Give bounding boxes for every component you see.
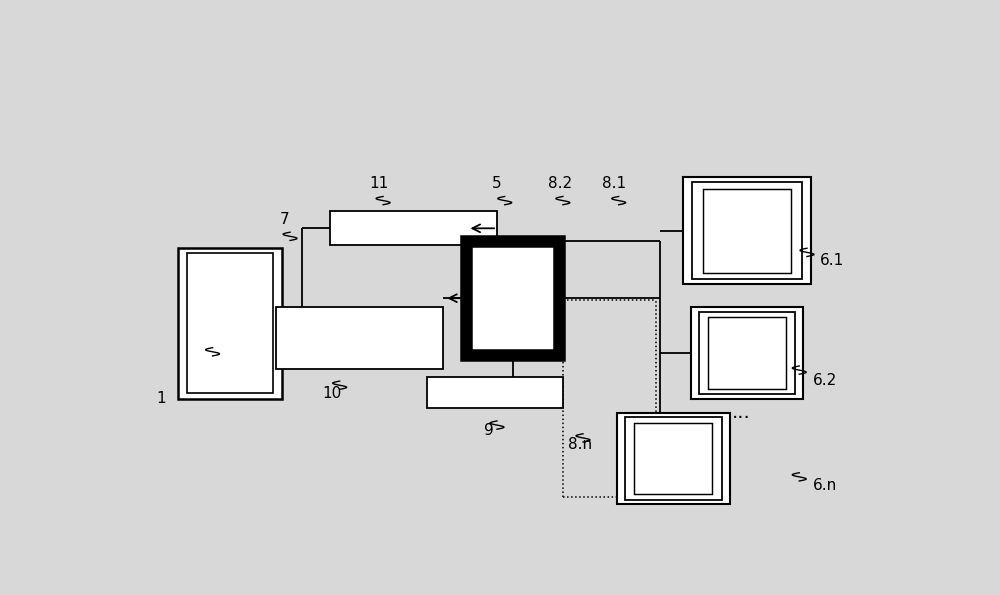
Bar [625, 417, 722, 500]
Bar [708, 317, 786, 389]
Bar [330, 211, 497, 246]
Text: 5: 5 [492, 176, 501, 190]
Bar [187, 253, 273, 393]
Text: 1: 1 [156, 391, 166, 406]
Text: 6.n: 6.n [812, 478, 837, 493]
Bar [178, 248, 282, 399]
Bar [703, 189, 791, 273]
Text: ...: ... [732, 403, 751, 422]
Bar [617, 413, 730, 505]
Bar [692, 182, 802, 279]
Bar [691, 308, 803, 399]
Bar [683, 177, 811, 284]
Text: 6.1: 6.1 [820, 253, 844, 268]
Text: 11: 11 [369, 176, 388, 190]
Text: 10: 10 [323, 386, 342, 401]
Bar [466, 241, 559, 355]
Text: 6.2: 6.2 [812, 372, 837, 387]
Bar [276, 308, 443, 369]
Text: 7: 7 [280, 212, 290, 227]
Text: 8.2: 8.2 [548, 176, 572, 190]
Text: 9: 9 [484, 423, 494, 438]
Text: 8.n: 8.n [568, 437, 592, 452]
Bar [634, 423, 712, 494]
Bar [427, 377, 563, 408]
Text: 8.1: 8.1 [602, 176, 627, 190]
Bar [698, 312, 795, 394]
